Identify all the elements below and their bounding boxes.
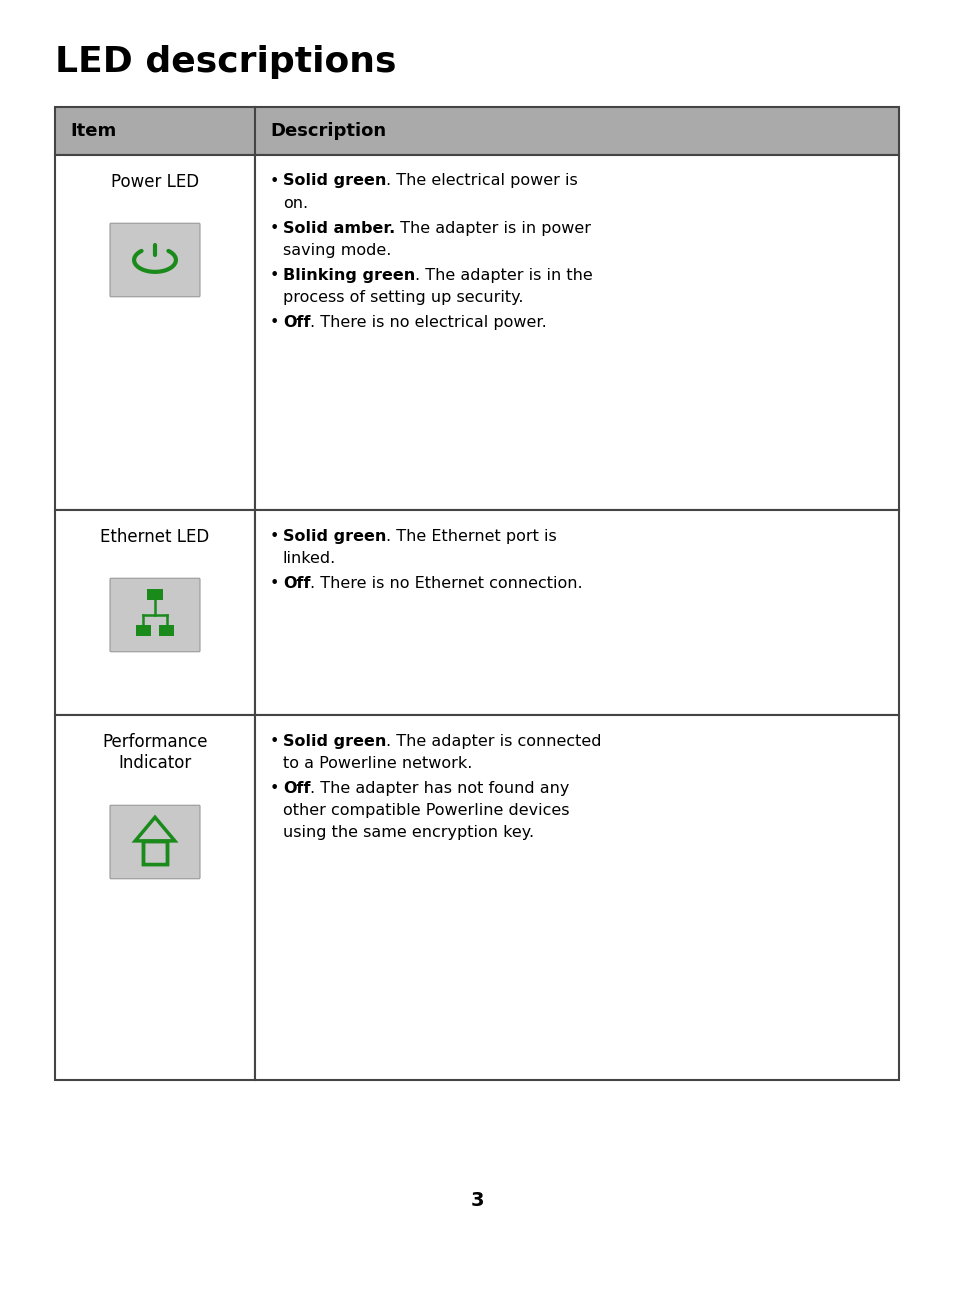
Text: Item: Item	[70, 122, 116, 140]
Text: . The Ethernet port is: . The Ethernet port is	[386, 528, 557, 544]
Text: using the same encryption key.: using the same encryption key.	[283, 825, 534, 839]
Text: Solid amber.: Solid amber.	[283, 221, 395, 236]
Text: Performance
Indicator: Performance Indicator	[102, 733, 208, 772]
Text: Power LED: Power LED	[111, 174, 199, 190]
FancyBboxPatch shape	[110, 223, 200, 297]
Polygon shape	[159, 625, 174, 636]
Polygon shape	[254, 510, 898, 715]
Text: to a Powerline network.: to a Powerline network.	[283, 755, 472, 771]
Polygon shape	[55, 510, 254, 715]
Text: Off: Off	[283, 781, 310, 796]
Text: on.: on.	[283, 196, 308, 211]
FancyBboxPatch shape	[110, 805, 200, 879]
FancyBboxPatch shape	[110, 579, 200, 651]
Text: LED descriptions: LED descriptions	[55, 45, 396, 79]
Text: •: •	[270, 781, 279, 796]
Polygon shape	[147, 589, 163, 600]
Text: Ethernet LED: Ethernet LED	[100, 528, 210, 546]
Text: . The adapter is connected: . The adapter is connected	[386, 733, 601, 749]
Text: process of setting up security.: process of setting up security.	[283, 290, 523, 306]
Text: •: •	[270, 174, 279, 189]
Text: other compatible Powerline devices: other compatible Powerline devices	[283, 803, 569, 818]
Text: •: •	[270, 576, 279, 591]
Text: Description: Description	[270, 122, 386, 140]
Text: •: •	[270, 316, 279, 330]
Text: . The adapter has not found any: . The adapter has not found any	[310, 781, 569, 796]
Polygon shape	[254, 155, 898, 510]
Polygon shape	[55, 107, 898, 155]
Text: Off: Off	[283, 576, 310, 591]
Text: •: •	[270, 221, 279, 236]
Polygon shape	[55, 155, 254, 510]
Text: Off: Off	[283, 316, 310, 330]
Text: Solid green: Solid green	[283, 528, 386, 544]
Text: •: •	[270, 528, 279, 544]
Text: Blinking green: Blinking green	[283, 268, 415, 284]
Text: linked.: linked.	[283, 550, 335, 566]
Polygon shape	[135, 625, 151, 636]
Text: . The adapter is in the: . The adapter is in the	[415, 268, 593, 284]
Text: 3: 3	[470, 1190, 483, 1210]
Text: . There is no Ethernet connection.: . There is no Ethernet connection.	[310, 576, 582, 591]
Text: . The electrical power is: . The electrical power is	[386, 174, 578, 189]
Text: Solid green: Solid green	[283, 174, 386, 189]
Text: •: •	[270, 268, 279, 284]
Text: •: •	[270, 733, 279, 749]
Text: Solid green: Solid green	[283, 733, 386, 749]
Polygon shape	[55, 715, 254, 1080]
Polygon shape	[254, 715, 898, 1080]
Text: saving mode.: saving mode.	[283, 242, 391, 258]
Text: . There is no electrical power.: . There is no electrical power.	[310, 316, 547, 330]
Text: The adapter is in power: The adapter is in power	[395, 221, 591, 236]
